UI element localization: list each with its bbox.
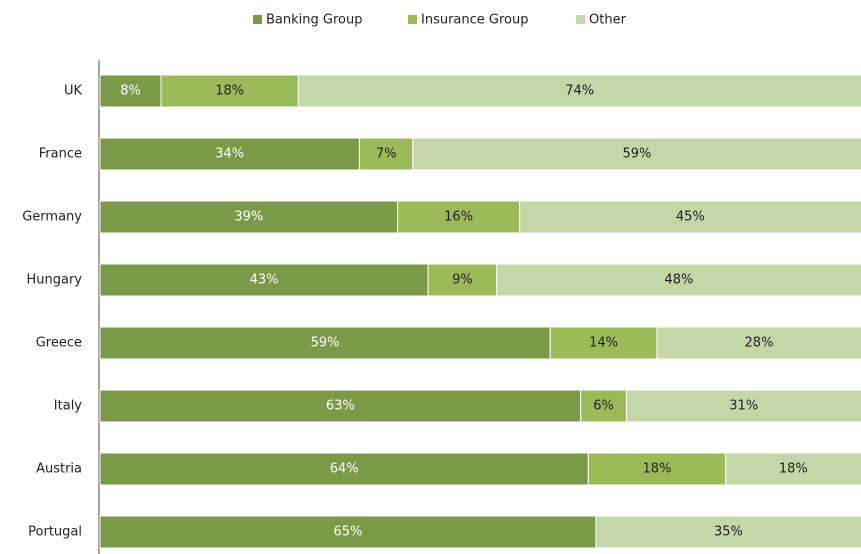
data-label: 14% — [589, 336, 618, 351]
data-label: 43% — [250, 273, 279, 288]
data-label: 7% — [376, 147, 397, 162]
data-label: 18% — [643, 462, 672, 477]
y-tick-label: Portugal — [28, 525, 82, 540]
bar-segment — [625, 389, 861, 423]
bar-segment — [519, 200, 861, 234]
bar-segment — [595, 515, 861, 549]
y-tick-label: Hungary — [26, 273, 82, 288]
legend-label: Other — [589, 13, 627, 28]
data-label: 28% — [745, 336, 774, 351]
data-label: 31% — [729, 399, 758, 414]
legend-swatch — [408, 15, 417, 24]
legend-label: Insurance Group — [421, 13, 529, 28]
y-tick-label: Greece — [36, 336, 82, 351]
bar-segment — [160, 74, 299, 108]
legend-label: Banking Group — [266, 13, 362, 28]
data-label: 65% — [334, 525, 363, 540]
data-label: 16% — [444, 210, 473, 225]
y-tick-label: Austria — [36, 462, 82, 477]
bar-segment — [99, 326, 551, 360]
data-label: 45% — [676, 210, 705, 225]
data-label: 59% — [311, 336, 340, 351]
data-label: 6% — [593, 399, 614, 414]
data-label: 64% — [330, 462, 359, 477]
bar-segment — [549, 326, 658, 360]
y-tick-label: Italy — [54, 399, 83, 414]
data-label: 18% — [779, 462, 808, 477]
bar-segment — [297, 74, 861, 108]
y-tick-label: France — [39, 147, 82, 162]
data-label: 35% — [714, 525, 743, 540]
bar-segment — [587, 452, 727, 486]
data-label: 59% — [622, 147, 651, 162]
y-tick-label: Germany — [22, 210, 82, 225]
data-label: 48% — [664, 273, 693, 288]
bar-segment — [99, 137, 360, 171]
bar-segment — [580, 389, 627, 423]
bar-segment — [99, 452, 589, 486]
legend-swatch — [253, 15, 262, 24]
bar-segment — [496, 263, 861, 297]
bar-segment — [99, 389, 582, 423]
data-label: 9% — [452, 273, 473, 288]
data-label: 34% — [215, 147, 244, 162]
legend-swatch — [576, 15, 585, 24]
data-label: 18% — [215, 84, 244, 99]
y-tick-label: UK — [64, 84, 83, 99]
data-label: 8% — [120, 84, 141, 99]
bar-segment — [99, 515, 597, 549]
bar-segment — [397, 200, 521, 234]
bar-segment — [99, 263, 429, 297]
data-label: 74% — [565, 84, 594, 99]
data-label: 63% — [326, 399, 355, 414]
bar-segment — [656, 326, 861, 360]
bar-segment — [725, 452, 861, 486]
bar-segment — [99, 200, 399, 234]
bar-segment — [412, 137, 861, 171]
data-label: 39% — [234, 210, 263, 225]
